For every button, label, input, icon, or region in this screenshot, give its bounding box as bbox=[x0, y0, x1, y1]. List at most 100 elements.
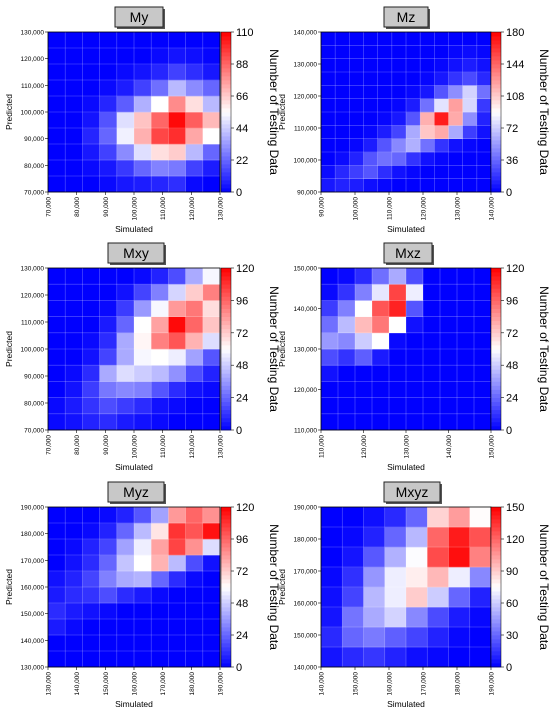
heatmap-cell bbox=[391, 178, 407, 193]
heatmap-cell bbox=[116, 284, 135, 301]
heatmap-cell bbox=[440, 300, 458, 317]
x-tick-label: 100,000 bbox=[132, 197, 139, 221]
heatmap-cell bbox=[99, 316, 118, 334]
heatmap-cell bbox=[65, 316, 83, 334]
heatmap-cell bbox=[321, 607, 343, 628]
colorbar-segment bbox=[491, 417, 501, 423]
heatmap-cell bbox=[134, 268, 152, 285]
heatmap-cell bbox=[65, 32, 83, 49]
colorbar-segment bbox=[491, 659, 501, 664]
colorbar-segment bbox=[221, 172, 231, 177]
heatmap-cell bbox=[423, 397, 441, 415]
heatmap-cell bbox=[116, 587, 135, 604]
colorbar-tick-label: 36 bbox=[506, 155, 518, 167]
colorbar-segment bbox=[221, 320, 231, 326]
colorbar-tick-label: 0 bbox=[236, 425, 242, 437]
heatmap-cell bbox=[355, 300, 373, 317]
heatmap-cell bbox=[434, 72, 449, 86]
heatmap-cell bbox=[168, 555, 186, 572]
heatmap-cell bbox=[48, 144, 66, 161]
heatmap-cell bbox=[116, 64, 135, 81]
colorbar-segment bbox=[491, 385, 501, 390]
heatmap-cell bbox=[48, 365, 66, 382]
heatmap-cell bbox=[406, 138, 421, 153]
colorbar-segment bbox=[221, 369, 231, 374]
heatmap-cell bbox=[434, 98, 449, 113]
heatmap-cell bbox=[420, 98, 435, 113]
heatmap-cell bbox=[48, 571, 66, 588]
heatmap-cell bbox=[372, 284, 390, 301]
heatmap-cell bbox=[202, 176, 221, 193]
colorbar-segment bbox=[491, 615, 501, 620]
heatmap-cell bbox=[99, 587, 118, 604]
heatmap-cell bbox=[151, 144, 169, 161]
heatmap-panel-mxy: Mxy 70,000 80,000 90,000 100,000 110,000 120,0… bbox=[4, 242, 281, 472]
colorbar-tick-label: 110 bbox=[236, 27, 254, 39]
heatmap-cell bbox=[82, 349, 100, 366]
y-tick-label: 140,000 bbox=[294, 306, 318, 313]
heatmap-cell bbox=[355, 316, 373, 334]
heatmap-cell bbox=[82, 80, 100, 97]
colorbar-tick-label: 120 bbox=[506, 534, 524, 546]
colorbar-segment bbox=[491, 48, 501, 53]
colorbar-segment bbox=[491, 40, 501, 45]
colorbar-segment bbox=[221, 515, 231, 520]
heatmap-cell bbox=[321, 332, 339, 350]
heatmap-cell bbox=[363, 647, 386, 668]
heatmap-cell bbox=[134, 176, 152, 193]
heatmap-cell bbox=[342, 587, 364, 608]
colorbar-segment bbox=[491, 56, 501, 61]
heatmap-cell bbox=[82, 397, 100, 415]
heatmap-cell bbox=[202, 80, 221, 97]
heatmap-panel-mz: Mz 90,000 100,000 110,000 120,000 130,000 140,… bbox=[277, 6, 550, 234]
heatmap-cell bbox=[48, 397, 66, 415]
colorbar-frame bbox=[490, 506, 502, 668]
heatmap-cell bbox=[423, 300, 441, 317]
heatmap-cell bbox=[168, 349, 186, 366]
heatmap-cell bbox=[82, 635, 100, 652]
heatmap-cell bbox=[82, 300, 100, 317]
heatmap-cell bbox=[168, 284, 186, 301]
colorbar-segment bbox=[221, 527, 231, 532]
colorbar-segment bbox=[221, 280, 231, 285]
colorbar-tick-label: 24 bbox=[236, 630, 248, 642]
heatmap-cell bbox=[185, 539, 204, 556]
colorbar-segment bbox=[221, 579, 231, 584]
heatmap-cell bbox=[349, 72, 364, 86]
colorbar-segment bbox=[221, 519, 231, 524]
colorbar-segment bbox=[221, 575, 231, 580]
title-box bbox=[383, 6, 429, 28]
heatmap-cell bbox=[389, 268, 407, 285]
heatmap-cell bbox=[355, 413, 373, 431]
colorbar-segment bbox=[491, 389, 501, 394]
y-tick-label: 170,000 bbox=[21, 558, 45, 565]
colorbar-frame bbox=[220, 506, 232, 668]
colorbar-segment bbox=[491, 292, 501, 297]
heatmap-cell bbox=[434, 32, 449, 46]
heatmap-cell bbox=[65, 80, 83, 97]
heatmap-cell bbox=[202, 365, 221, 382]
heatmap-cell bbox=[474, 349, 492, 366]
heatmap-cell bbox=[469, 547, 492, 568]
heatmap-cell bbox=[99, 96, 118, 113]
colorbar-segment bbox=[221, 607, 231, 612]
heatmap-cell bbox=[335, 72, 350, 86]
heatmap-cell bbox=[99, 651, 118, 668]
heatmap-cell bbox=[151, 268, 169, 285]
heatmap-cell bbox=[82, 316, 100, 334]
heatmap-cell bbox=[185, 64, 204, 81]
colorbar-tick-label: 0 bbox=[506, 662, 512, 674]
colorbar-segment bbox=[491, 172, 501, 177]
heatmap-cell bbox=[335, 138, 350, 153]
heatmap-cell bbox=[440, 397, 458, 415]
heatmap-cell bbox=[363, 45, 378, 59]
heatmap-cell bbox=[151, 48, 169, 65]
heatmap-cell bbox=[423, 332, 441, 350]
heatmap-cell bbox=[372, 316, 390, 334]
heatmap-cell bbox=[168, 268, 186, 285]
y-axis-label: Predicted bbox=[4, 569, 14, 605]
colorbar-segment bbox=[221, 48, 231, 53]
colorbar-segment bbox=[491, 96, 501, 101]
heatmap-cell bbox=[462, 152, 478, 166]
heatmap-cell bbox=[406, 397, 424, 415]
